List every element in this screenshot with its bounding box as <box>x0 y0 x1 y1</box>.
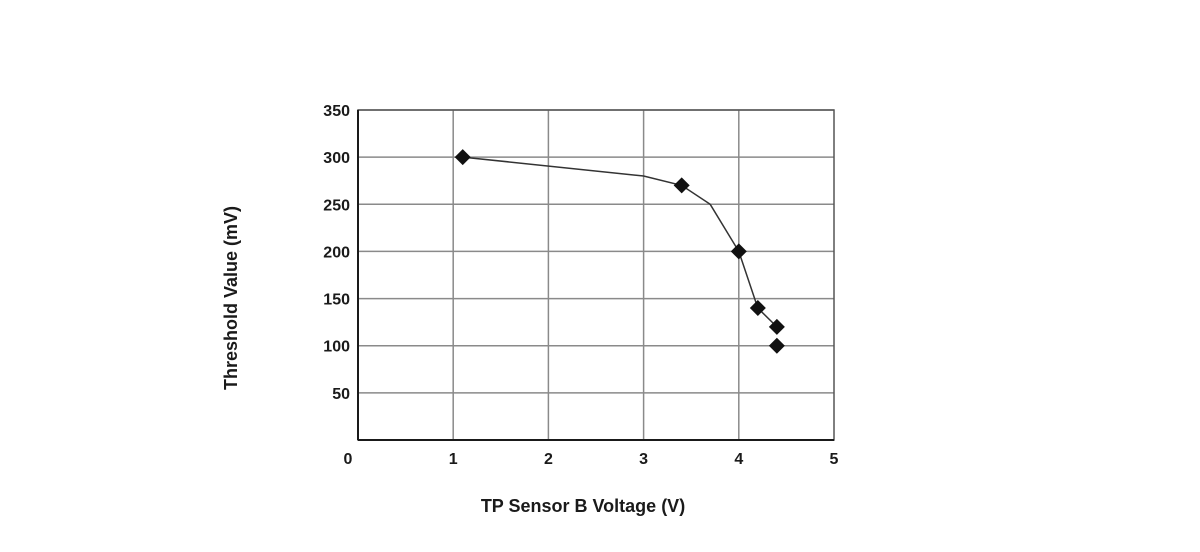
y-axis-title: Threshold Value (mV) <box>221 206 241 390</box>
x-tick-label: 5 <box>830 451 839 468</box>
y-tick-label: 300 <box>323 150 350 167</box>
x-tick-label: 3 <box>639 451 648 468</box>
axes <box>357 109 835 441</box>
plot-frame <box>357 109 835 441</box>
y-tick-label: 200 <box>323 244 350 261</box>
data-point <box>673 177 690 194</box>
y-tick-label: 250 <box>323 197 350 214</box>
x-axis-title: TP Sensor B Voltage (V) <box>481 496 685 516</box>
y-tick-label: 100 <box>323 339 350 356</box>
series-line <box>462 156 778 328</box>
data-point <box>730 243 747 260</box>
tick-labels: 50 100 150 200 250 300 350 0 1 2 3 4 5 <box>323 103 838 468</box>
x-tick-label: 1 <box>449 451 458 468</box>
y-tick-label: 50 <box>332 386 350 403</box>
y-tick-label: 350 <box>323 103 350 120</box>
data-curve <box>462 156 778 328</box>
data-point <box>749 300 766 316</box>
x-tick-label: 4 <box>734 451 743 468</box>
data-markers <box>454 149 785 354</box>
data-point <box>768 337 785 354</box>
data-point <box>768 318 785 335</box>
grid-lines <box>358 109 834 440</box>
y-tick-label: 150 <box>323 292 350 309</box>
x-tick-label: 2 <box>544 451 553 468</box>
x-tick-label: 0 <box>344 451 353 468</box>
data-point <box>454 149 471 166</box>
